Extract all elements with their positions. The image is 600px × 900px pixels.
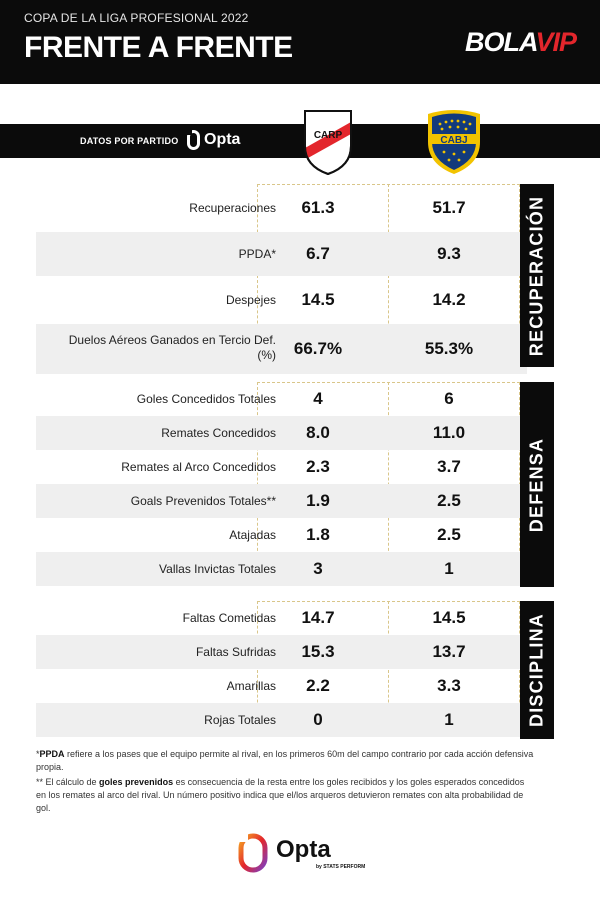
section-label-2: DISCIPLINA [520,601,554,739]
brand-bola: BOLA [464,27,536,57]
table-row: Faltas Cometidas 14.7 14.5 [36,601,527,635]
river-value: 3 [313,559,323,578]
header: COPA DE LA LIGA PROFESIONAL 2022 FRENTE … [0,0,600,84]
section-label-0: RECUPERACIÓN [520,184,554,367]
boca-value: 13.7 [432,642,466,661]
table-row: Rojas Totales 0 1 [36,703,527,737]
table-row: Goals Prevenidos Totales** 1.9 2.5 [36,484,527,518]
boca-value: 11.0 [432,423,466,442]
boca-value: 14.5 [432,608,466,627]
footnote-gp-term: goles prevenidos [99,777,174,787]
river-value: 6.7 [306,244,330,263]
stat-label: Recuperaciones [189,201,276,215]
column-divider [388,601,389,737]
boca-value: 1 [444,710,454,729]
footnote-ppda-term: PPDA [39,749,65,759]
stat-label: Duelos Aéreos Ganados en Tercio Def. (%) [68,333,276,362]
footnote-ppda-prefix: * [36,749,40,759]
river-value: 14.5 [301,290,335,309]
bolavip-logo[interactable]: BOLAVIP [464,27,577,58]
table-row: Goles Concedidos Totales 4 6 [36,382,527,416]
table-row: Vallas Invictas Totales 3 1 [36,552,527,586]
stat-label: Amarillas [226,679,276,693]
stat-label: PPDA* [238,247,276,261]
section-name: DEFENSA [526,437,547,532]
stat-label: Goals Prevenidos Totales** [130,494,276,508]
section-name: RECUPERACIÓN [526,195,547,356]
boca-value: 9.3 [437,244,461,263]
footnote-gp-text: es consecuencia de la resta entre los go… [36,777,525,813]
river-value: 1.8 [306,525,330,544]
boca-value: 2.5 [437,491,461,510]
table-row: Recuperaciones 61.3 51.7 [36,184,527,232]
teams-bar: DATOS POR PARTIDO Opta [0,124,600,158]
opta-footer-text: Opta [276,836,331,863]
opta-mark-icon [186,129,200,150]
table-row: Faltas Sufridas 15.3 13.7 [36,635,527,669]
opta-footer-by: by STATS PERFORM [316,864,366,870]
datos-por-partido-label: DATOS POR PARTIDO [80,136,179,146]
stat-label: Faltas Sufridas [195,645,276,659]
stat-label: Remates al Arco Concedidos [121,460,276,474]
table-row: Amarillas 2.2 3.3 [36,669,527,703]
boca-value: 51.7 [432,198,466,217]
boca-value: 1 [444,559,454,578]
table-row: PPDA* 6.7 9.3 [36,232,527,276]
table-row: Duelos Aéreos Ganados en Tercio Def. (%)… [36,324,527,374]
river-crest-text: CARP [314,130,343,141]
footnote-gp-prefix: ** El cálculo de [36,777,100,787]
table-row: Atajadas 1.8 2.5 [36,518,527,552]
river-value: 66.7% [293,339,343,358]
boca-value: 3.7 [437,457,461,476]
boca-value: 2.5 [437,525,461,544]
table-row: Despejes 14.5 14.2 [36,276,527,324]
boca-juniors-crest-icon: CABJ [424,108,480,176]
header-subtitle: COPA DE LA LIGA PROFESIONAL 2022 [24,11,249,25]
section-label-1: DEFENSA [520,382,554,587]
table-row: Remates Concedidos 8.0 11.0 [36,416,527,450]
river-value: 2.2 [306,676,330,695]
boca-value: 6 [444,389,454,408]
river-value: 1.9 [306,491,330,510]
footnote-ppda: *PPDA refiere a los pases que el equipo … [36,748,536,774]
stat-label: Goles Concedidos Totales [136,392,276,406]
boca-value: 14.2 [432,290,466,309]
boca-value: 55.3% [424,339,474,358]
column-divider [388,184,389,374]
stat-label: Atajadas [229,528,276,542]
opta-footer-icon [238,832,268,873]
brand-vip: VIP [535,27,577,57]
footnote-goles-prevenidos: ** El cálculo de goles prevenidos es con… [36,776,536,815]
section-name: DISCIPLINA [526,612,547,728]
river-value: 2.3 [306,457,330,476]
boca-crest-text: CABJ [440,135,467,146]
stat-label: Rojas Totales [204,713,276,727]
river-value: 14.7 [301,608,335,627]
page-title: FRENTE A FRENTE [24,31,293,64]
stat-label: Vallas Invictas Totales [159,562,276,576]
river-value: 4 [313,389,323,408]
stat-label: Despejes [225,293,276,307]
table-row: Remates al Arco Concedidos 2.3 3.7 [36,450,527,484]
opta-logo-small: Opta [186,129,241,150]
opta-logo-footer: Opta by STATS PERFORM [238,832,368,876]
stat-label: Faltas Cometidas [182,611,276,625]
river-value: 0 [313,710,323,729]
opta-small-text: Opta [204,131,241,148]
footnote-ppda-text: refiere a los pases que el equipo permit… [36,749,534,772]
river-value: 8.0 [306,423,330,442]
river-value: 61.3 [301,198,335,217]
river-plate-crest-icon: CARP [302,108,354,176]
boca-value: 3.3 [437,676,461,695]
river-value: 15.3 [301,642,335,661]
stat-label: Remates Concedidos [161,426,276,440]
